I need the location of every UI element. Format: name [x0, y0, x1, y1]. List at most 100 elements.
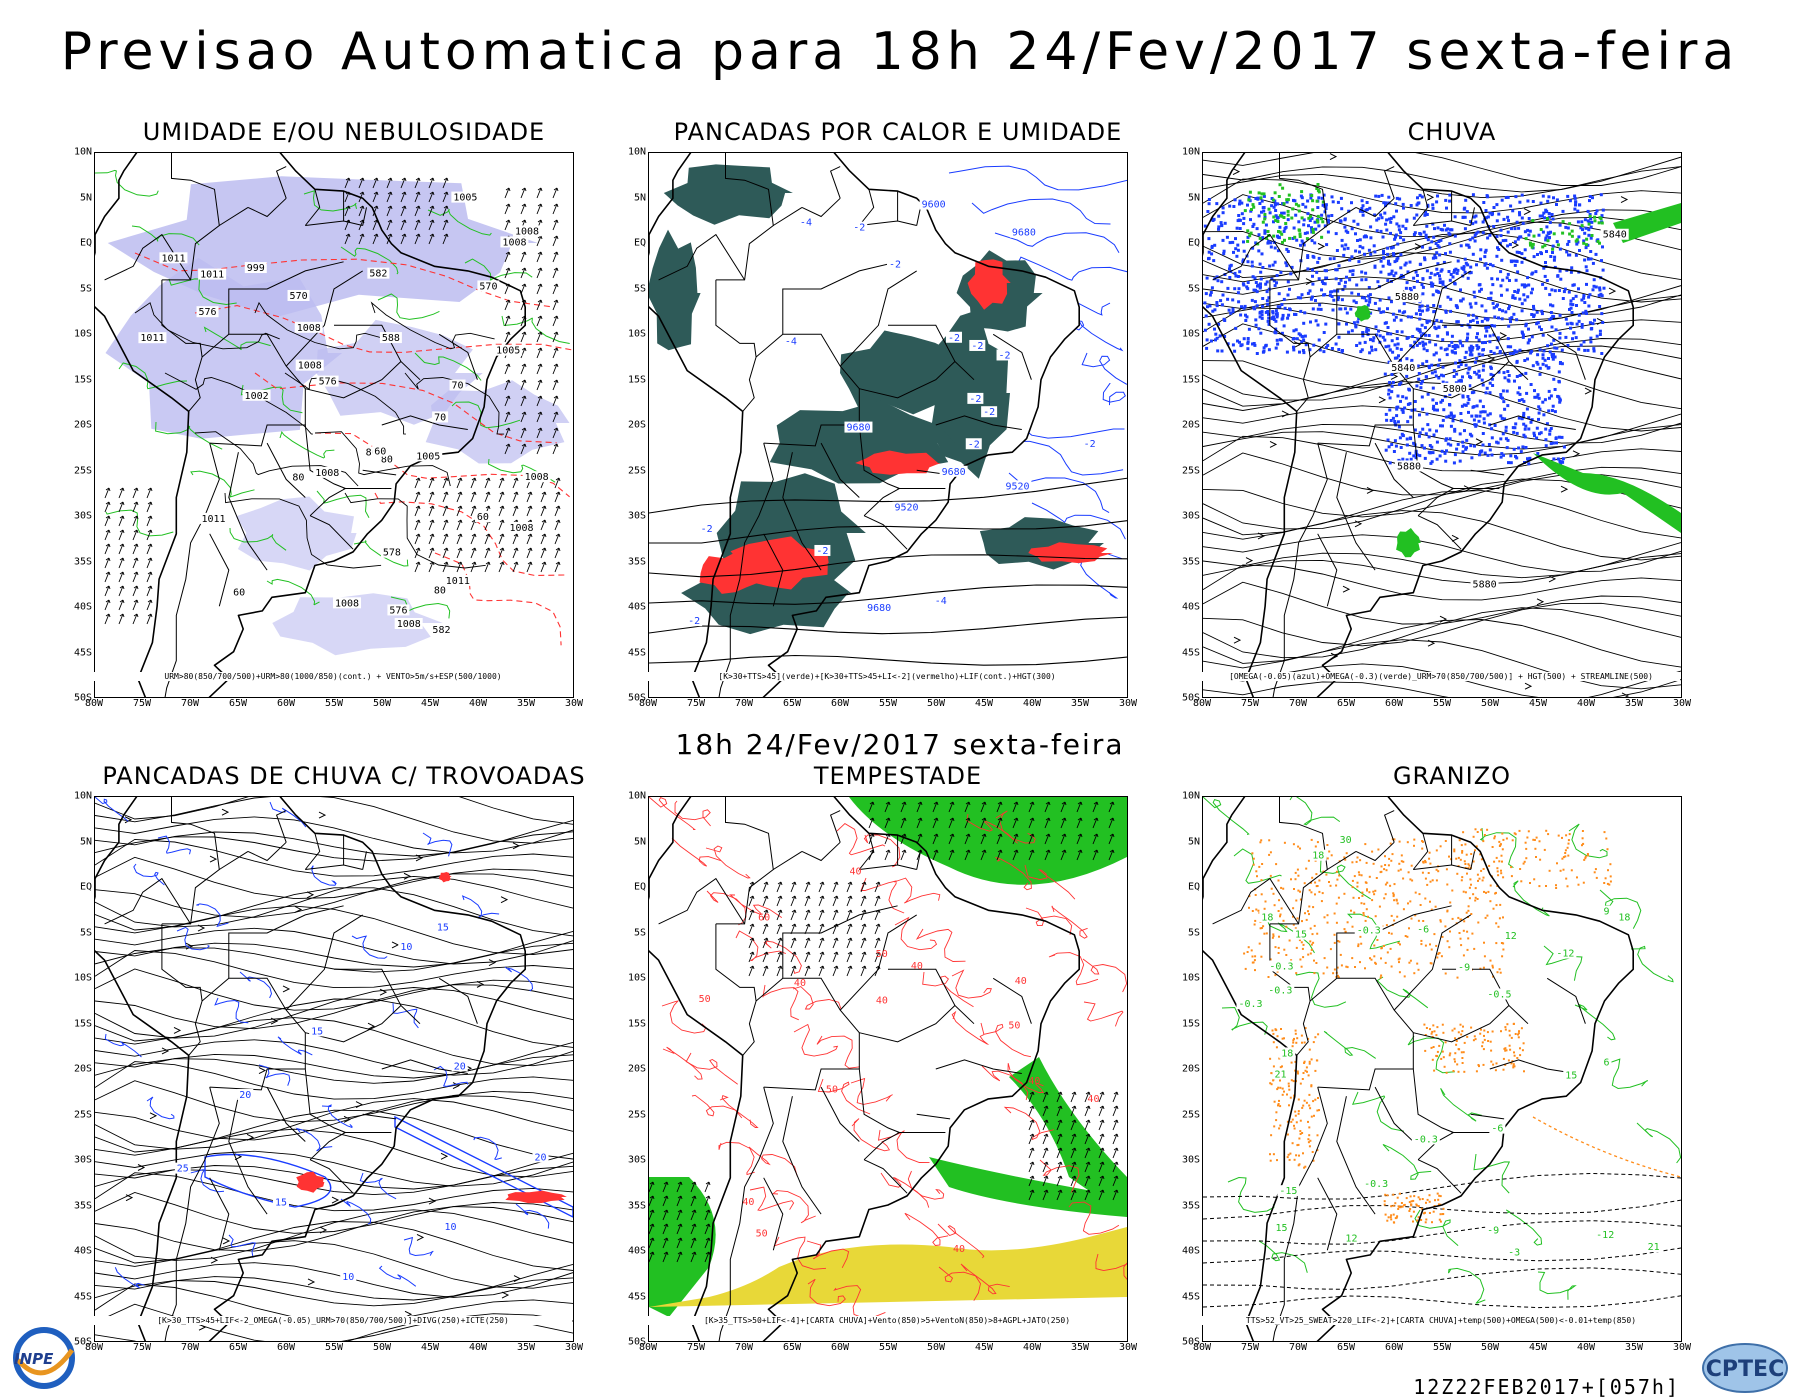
lat-tick: 50S — [627, 692, 646, 704]
contour-label: 9680 — [867, 603, 891, 614]
contour-label: 15 — [1295, 930, 1307, 941]
lon-axis: 80W 75W 70W 65W 60W 55W 50W 45W 40W 35W 30W — [85, 1342, 583, 1358]
contour-label: 80 — [434, 586, 446, 597]
lat-tick: 45S — [73, 647, 92, 658]
contour-label: 70 — [452, 381, 464, 392]
contour-label: 40 — [876, 996, 888, 1007]
contour-label: 5840 — [1391, 363, 1415, 374]
lat-tick: 35S — [627, 1200, 646, 1211]
contour-label: 582 — [369, 269, 387, 280]
inpe-logo-text: INPE — [14, 1350, 54, 1368]
contour-label: 9520 — [1005, 481, 1029, 492]
lat-tick: 40S — [627, 1245, 646, 1257]
contour-label: -0.3 — [1268, 985, 1292, 996]
contour-label: 50 — [1008, 1021, 1020, 1032]
lon-tick: 65W — [1336, 1342, 1356, 1353]
contour-label: -2 — [969, 394, 981, 405]
contour-label: 570 — [479, 281, 497, 292]
map-area: 50 40 50 40 50 40 40 40 40 40 50 40 50 40 60 — [648, 796, 1128, 1342]
lat-tick: 5N — [79, 836, 92, 847]
lon-axis: 80W 75W 70W 65W 60W 55W 50W 45W 40W 35W 30W — [1193, 1342, 1691, 1358]
lat-tick: 20S — [73, 419, 92, 431]
contour-label: 582 — [432, 625, 450, 636]
contour-label: 1011 — [200, 270, 224, 281]
lat-axis: 10N 5N EQ 5S 10S 15S 20S 25S 30S 35S 40S 45S 50S — [64, 791, 92, 1348]
lat-tick: 5S — [79, 283, 92, 294]
lat-tick: 40S — [73, 601, 92, 613]
contour-label: 1005 — [496, 346, 520, 357]
lon-tick: 60W — [276, 698, 296, 709]
contour-label: 80 — [381, 455, 393, 466]
lon-tick: 75W — [686, 698, 706, 709]
lon-tick: 75W — [1240, 698, 1260, 709]
panel-caption: TTS>52_VT>25_SWEAT>220_LIF<-2]+[CARTA CH… — [1202, 1316, 1680, 1325]
contour-label: 9520 — [894, 503, 918, 514]
lon-tick: 80W — [638, 698, 658, 709]
map-area: 10 20 15 10 15 20 25 15 10 20 — [94, 796, 574, 1342]
contour-label: 30 — [1340, 835, 1352, 846]
contour-label: 21 — [1275, 1069, 1287, 1080]
contour-label: 576 — [199, 307, 217, 318]
lat-tick: 10N — [627, 146, 646, 158]
valid-time-title: 18h 24/Fev/2017 sexta-feira — [675, 728, 1125, 761]
lon-tick: 65W — [228, 698, 248, 709]
lon-tick: 75W — [1240, 1342, 1260, 1353]
contour-label: 1002 — [245, 391, 269, 402]
lat-tick: 5S — [1187, 927, 1200, 938]
contour-label: 999 — [247, 263, 265, 274]
panel-title: PANCADAS POR CALOR E UMIDADE — [673, 118, 1123, 146]
lat-tick: 45S — [1181, 647, 1200, 658]
lat-tick: 50S — [1181, 692, 1200, 704]
lon-tick: 45W — [420, 1342, 440, 1353]
lon-tick: 30W — [564, 1342, 584, 1353]
lon-tick: 50W — [372, 1342, 392, 1353]
map-area: 5840 5880 5880 5840 5800 5880 — [1202, 152, 1682, 698]
lon-tick: 50W — [1480, 1342, 1500, 1353]
map-area: 1011 1005 1008 1002 1008 999 1005 1008 1011 1008 1… — [94, 152, 574, 698]
lat-tick: 20S — [1181, 419, 1200, 431]
contour-label: 50 — [876, 949, 888, 960]
contour-label: 9600 — [922, 200, 946, 211]
lat-tick: 15S — [627, 374, 646, 385]
contour-label: 6 — [1603, 1057, 1609, 1068]
lat-tick: 30S — [627, 510, 646, 522]
lon-tick: 45W — [1528, 1342, 1548, 1353]
contour-label: 40 — [849, 867, 861, 878]
lon-axis: 80W 75W 70W 65W 60W 55W 50W 45W 40W 35W 30W — [85, 698, 583, 714]
lat-tick: EQ — [633, 237, 646, 249]
contour-label: -0.3 — [1357, 926, 1381, 937]
lon-tick: 60W — [1384, 1342, 1404, 1353]
contour-label: -3 — [1508, 1248, 1520, 1259]
lon-tick: 30W — [1672, 698, 1692, 709]
contour-label: 5840 — [1603, 230, 1627, 241]
lon-tick: 40W — [468, 1342, 488, 1353]
panel-caption: [K>35_TTS>50+LIF<-4]+[CARTA CHUVA]+Vento… — [648, 1316, 1126, 1325]
contour-label: -0.3 — [1269, 962, 1293, 973]
contour-label: 1008 — [525, 472, 549, 483]
lat-tick: 35S — [73, 1200, 92, 1211]
lat-tick: 50S — [73, 1336, 92, 1348]
lat-tick: 5S — [633, 283, 646, 294]
lon-tick: 80W — [1192, 698, 1212, 709]
map-area: 9680 9680 9680 9600 9520 9520 9680 -2 -2 -2 -2 -2 -4… — [648, 152, 1128, 698]
lon-tick: 35W — [1624, 1342, 1644, 1353]
contour-label: -2 — [968, 439, 980, 450]
panel-title: CHUVA — [1407, 118, 1497, 146]
lon-tick: 55W — [878, 698, 898, 709]
lat-tick: 25S — [73, 1109, 92, 1120]
lon-tick: 65W — [782, 1342, 802, 1353]
lat-tick: 10S — [627, 972, 646, 984]
lon-tick: 45W — [420, 698, 440, 709]
contour-label: 9 — [1603, 907, 1609, 918]
lon-tick: 50W — [372, 698, 392, 709]
contour-label: 1008 — [502, 237, 526, 248]
lon-tick: 65W — [228, 1342, 248, 1353]
lon-tick: 50W — [926, 1342, 946, 1353]
lon-tick: 70W — [1288, 698, 1308, 709]
lat-tick: 30S — [1181, 1154, 1200, 1166]
lon-tick: 55W — [324, 1342, 344, 1353]
lat-tick: 40S — [1181, 601, 1200, 613]
contour-label: 9680 — [942, 467, 966, 478]
contour-label: 20 — [239, 1090, 251, 1101]
lat-tick: 10N — [1181, 790, 1200, 802]
